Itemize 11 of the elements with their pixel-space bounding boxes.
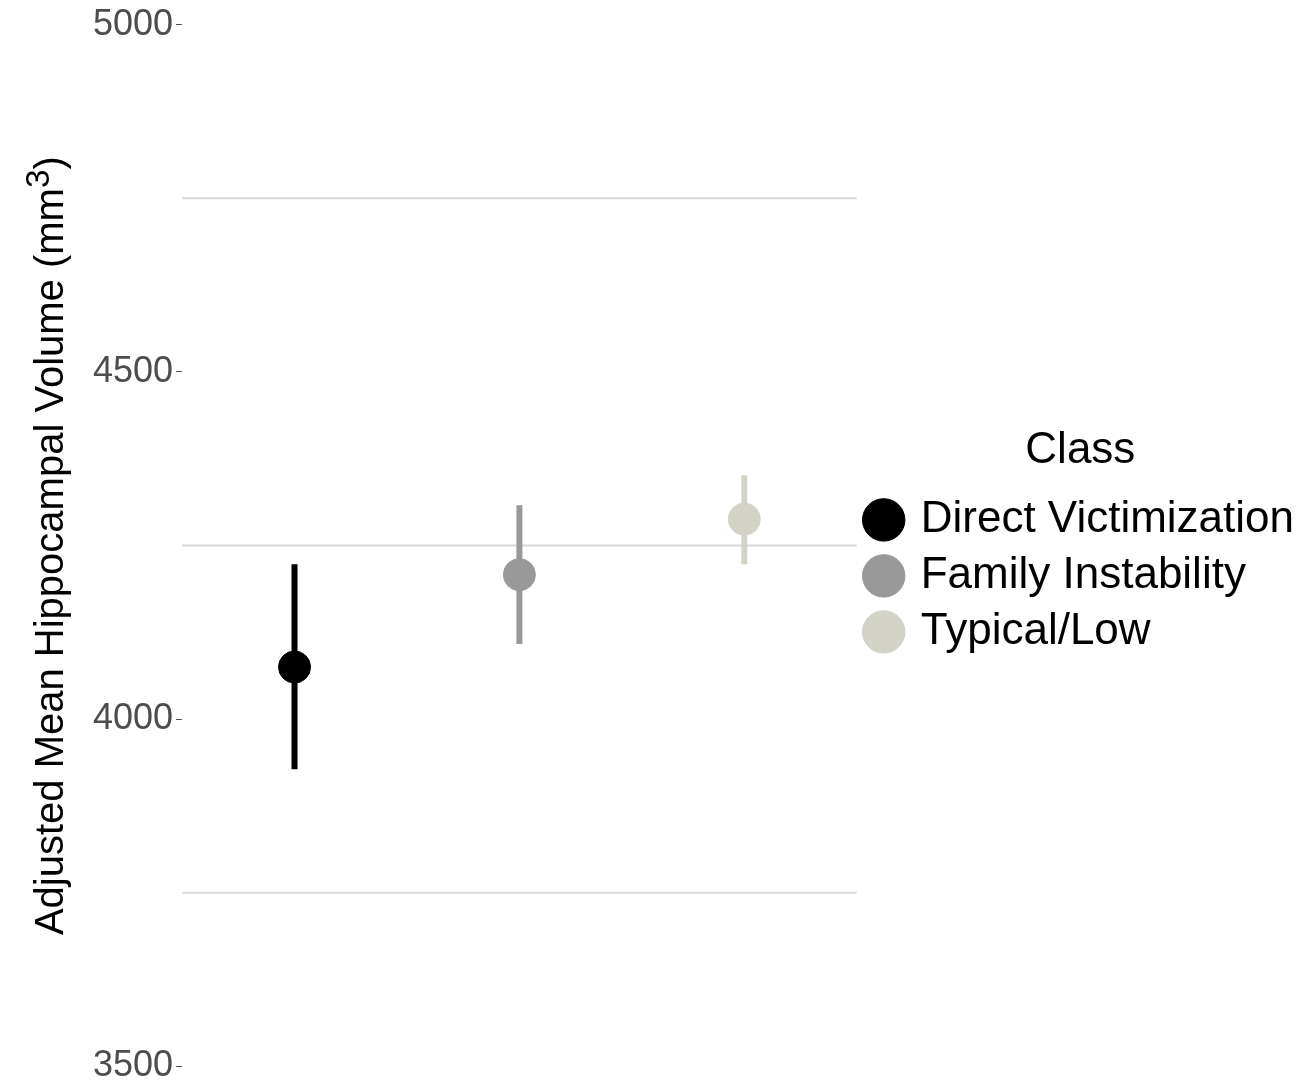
- point: [502, 558, 536, 592]
- y-tick-label: 3500: [92, 1043, 174, 1085]
- legend-label: Direct Victimization: [920, 492, 1295, 542]
- point: [727, 502, 761, 536]
- legend-label: Typical/Low: [920, 604, 1151, 654]
- y-tick-label: 4500: [92, 348, 174, 390]
- y-tick-label: 4000: [92, 696, 174, 738]
- y-tick-label: 5000: [92, 1, 174, 43]
- point: [278, 650, 312, 684]
- legend-title: Class: [1025, 423, 1136, 473]
- legend-label: Family Instability: [920, 548, 1246, 598]
